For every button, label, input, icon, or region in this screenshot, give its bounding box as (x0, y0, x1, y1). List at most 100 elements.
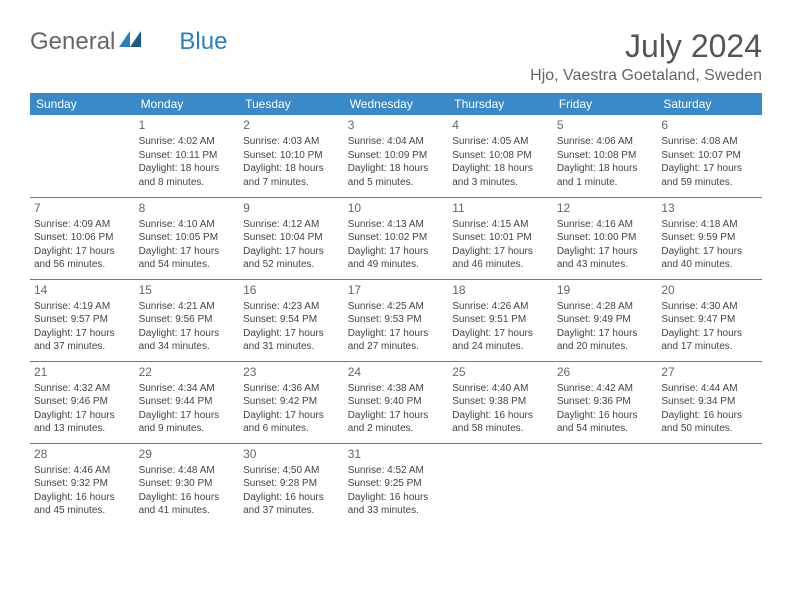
day-number: 28 (34, 446, 131, 462)
day-number: 17 (348, 282, 445, 298)
calendar-day-cell: 11Sunrise: 4:15 AMSunset: 10:01 PMDaylig… (448, 197, 553, 279)
day-detail-line: Sunrise: 4:30 AM (661, 300, 758, 314)
calendar-day-cell: 9Sunrise: 4:12 AMSunset: 10:04 PMDayligh… (239, 197, 344, 279)
day-detail-line: Sunrise: 4:13 AM (348, 218, 445, 232)
day-detail-line: and 34 minutes. (139, 340, 236, 354)
day-detail-line: and 54 minutes. (557, 422, 654, 436)
day-number: 3 (348, 117, 445, 133)
day-detail-line: Sunrise: 4:18 AM (661, 218, 758, 232)
day-detail-line: Daylight: 17 hours (34, 245, 131, 259)
calendar-day-cell: 17Sunrise: 4:25 AMSunset: 9:53 PMDayligh… (344, 279, 449, 361)
calendar-day-cell: 4Sunrise: 4:05 AMSunset: 10:08 PMDayligh… (448, 115, 553, 197)
day-detail-line: Sunset: 9:59 PM (661, 231, 758, 245)
calendar-day-cell: 28Sunrise: 4:46 AMSunset: 9:32 PMDayligh… (30, 443, 135, 525)
day-detail-line: and 52 minutes. (243, 258, 340, 272)
day-detail-line: Sunset: 10:11 PM (139, 149, 236, 163)
day-number: 24 (348, 364, 445, 380)
calendar-week-row: 1Sunrise: 4:02 AMSunset: 10:11 PMDayligh… (30, 115, 762, 197)
day-number: 1 (139, 117, 236, 133)
day-detail-line: Daylight: 17 hours (557, 245, 654, 259)
day-detail-line: Sunset: 10:02 PM (348, 231, 445, 245)
calendar-day-cell: 12Sunrise: 4:16 AMSunset: 10:00 PMDaylig… (553, 197, 658, 279)
day-detail-line: Sunset: 10:07 PM (661, 149, 758, 163)
calendar-day-cell: 14Sunrise: 4:19 AMSunset: 9:57 PMDayligh… (30, 279, 135, 361)
day-number: 11 (452, 200, 549, 216)
calendar-day-cell: 22Sunrise: 4:34 AMSunset: 9:44 PMDayligh… (135, 361, 240, 443)
day-detail-line: Daylight: 17 hours (243, 245, 340, 259)
day-detail-line: and 7 minutes. (243, 176, 340, 190)
calendar-day-cell: 18Sunrise: 4:26 AMSunset: 9:51 PMDayligh… (448, 279, 553, 361)
calendar-day-cell: 20Sunrise: 4:30 AMSunset: 9:47 PMDayligh… (657, 279, 762, 361)
location-text: Hjo, Vaestra Goetaland, Sweden (530, 67, 762, 85)
day-detail-line: and 41 minutes. (139, 504, 236, 518)
day-detail-line: and 3 minutes. (452, 176, 549, 190)
day-detail-line: Sunset: 10:08 PM (557, 149, 654, 163)
calendar-day-cell: 23Sunrise: 4:36 AMSunset: 9:42 PMDayligh… (239, 361, 344, 443)
calendar-day-cell: 25Sunrise: 4:40 AMSunset: 9:38 PMDayligh… (448, 361, 553, 443)
title-block: July 2024 Hjo, Vaestra Goetaland, Sweden (530, 28, 762, 85)
day-detail-line: and 45 minutes. (34, 504, 131, 518)
calendar-day-cell: 5Sunrise: 4:06 AMSunset: 10:08 PMDayligh… (553, 115, 658, 197)
logo-icon (119, 26, 141, 54)
calendar-day-cell: 31Sunrise: 4:52 AMSunset: 9:25 PMDayligh… (344, 443, 449, 525)
calendar-day-cell: 7Sunrise: 4:09 AMSunset: 10:06 PMDayligh… (30, 197, 135, 279)
day-detail-line: Sunrise: 4:52 AM (348, 464, 445, 478)
day-detail-line: Sunrise: 4:10 AM (139, 218, 236, 232)
calendar-day-cell: 27Sunrise: 4:44 AMSunset: 9:34 PMDayligh… (657, 361, 762, 443)
day-detail-line: Sunrise: 4:44 AM (661, 382, 758, 396)
day-detail-line: Daylight: 17 hours (139, 245, 236, 259)
day-detail-line: Sunrise: 4:38 AM (348, 382, 445, 396)
day-header: Sunday (30, 93, 135, 115)
day-detail-line: Daylight: 17 hours (557, 327, 654, 341)
day-detail-line: and 40 minutes. (661, 258, 758, 272)
day-detail-line: and 20 minutes. (557, 340, 654, 354)
day-detail-line: Sunset: 9:57 PM (34, 313, 131, 327)
day-number: 8 (139, 200, 236, 216)
day-header: Friday (553, 93, 658, 115)
day-detail-line: Daylight: 18 hours (348, 162, 445, 176)
day-number: 26 (557, 364, 654, 380)
day-number: 4 (452, 117, 549, 133)
logo-text-general: General (30, 28, 115, 56)
day-detail-line: and 54 minutes. (139, 258, 236, 272)
day-detail-line: Sunset: 10:05 PM (139, 231, 236, 245)
day-detail-line: Daylight: 17 hours (452, 327, 549, 341)
day-number: 25 (452, 364, 549, 380)
day-detail-line: Sunset: 9:42 PM (243, 395, 340, 409)
day-header-row: SundayMondayTuesdayWednesdayThursdayFrid… (30, 93, 762, 115)
day-detail-line: and 59 minutes. (661, 176, 758, 190)
day-number: 23 (243, 364, 340, 380)
day-detail-line: Sunrise: 4:48 AM (139, 464, 236, 478)
calendar-head: SundayMondayTuesdayWednesdayThursdayFrid… (30, 93, 762, 115)
day-detail-line: Daylight: 16 hours (557, 409, 654, 423)
day-detail-line: Sunset: 9:40 PM (348, 395, 445, 409)
day-detail-line: Sunset: 9:36 PM (557, 395, 654, 409)
day-number: 5 (557, 117, 654, 133)
day-detail-line: and 58 minutes. (452, 422, 549, 436)
day-number: 16 (243, 282, 340, 298)
day-detail-line: and 33 minutes. (348, 504, 445, 518)
logo-text-blue: Blue (179, 28, 227, 56)
calendar-day-cell: 3Sunrise: 4:04 AMSunset: 10:09 PMDayligh… (344, 115, 449, 197)
calendar-day-cell: 10 Sunrise: 4:13 AMSunset: 10:02 PMDaylig… (344, 197, 449, 279)
day-detail-line: Daylight: 17 hours (348, 245, 445, 259)
day-detail-line: Sunrise: 4:06 AM (557, 135, 654, 149)
day-detail-line: Daylight: 17 hours (243, 409, 340, 423)
day-detail-line: and 6 minutes. (243, 422, 340, 436)
day-header: Wednesday (344, 93, 449, 115)
calendar-day-cell: 15Sunrise: 4:21 AMSunset: 9:56 PMDayligh… (135, 279, 240, 361)
calendar-day-cell: 8 Sunrise: 4:10 AMSunset: 10:05 PMDayligh… (135, 197, 240, 279)
day-detail-line: and 46 minutes. (452, 258, 549, 272)
day-detail-line: Sunset: 9:32 PM (34, 477, 131, 491)
day-detail-line: Daylight: 16 hours (243, 491, 340, 505)
day-detail-line: Daylight: 18 hours (139, 162, 236, 176)
day-detail-line: Sunrise: 4:09 AM (34, 218, 131, 232)
day-number: 2 (243, 117, 340, 133)
day-detail-line: and 50 minutes. (661, 422, 758, 436)
day-detail-line: Sunset: 9:54 PM (243, 313, 340, 327)
day-number: 10 (348, 200, 445, 216)
day-detail-line: Sunset: 10:01 PM (452, 231, 549, 245)
month-title: July 2024 (530, 28, 762, 65)
day-detail-line: Sunset: 9:49 PM (557, 313, 654, 327)
day-detail-line: Sunrise: 4:40 AM (452, 382, 549, 396)
